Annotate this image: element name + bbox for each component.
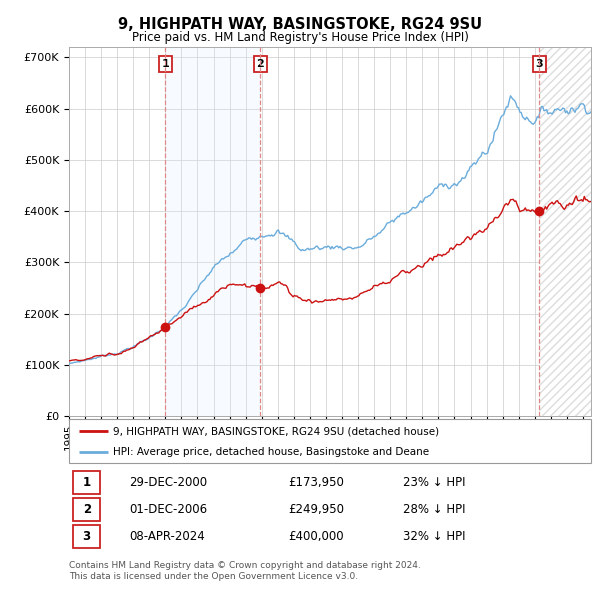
FancyBboxPatch shape xyxy=(73,497,100,522)
Text: 08-APR-2024: 08-APR-2024 xyxy=(129,530,205,543)
Text: HPI: Average price, detached house, Basingstoke and Deane: HPI: Average price, detached house, Basi… xyxy=(113,447,430,457)
Text: 3: 3 xyxy=(535,59,543,69)
Text: 29-DEC-2000: 29-DEC-2000 xyxy=(129,476,207,489)
Bar xyxy=(539,47,591,416)
FancyBboxPatch shape xyxy=(73,525,100,548)
Text: £400,000: £400,000 xyxy=(288,530,344,543)
Bar xyxy=(539,47,591,416)
FancyBboxPatch shape xyxy=(73,471,100,494)
Text: 23% ↓ HPI: 23% ↓ HPI xyxy=(403,476,466,489)
Text: 3: 3 xyxy=(83,530,91,543)
Text: 2: 2 xyxy=(83,503,91,516)
Text: 1: 1 xyxy=(83,476,91,489)
Text: Price paid vs. HM Land Registry's House Price Index (HPI): Price paid vs. HM Land Registry's House … xyxy=(131,31,469,44)
Text: 28% ↓ HPI: 28% ↓ HPI xyxy=(403,503,466,516)
Text: 2: 2 xyxy=(257,59,264,69)
Bar xyxy=(166,47,260,416)
Text: This data is licensed under the Open Government Licence v3.0.: This data is licensed under the Open Gov… xyxy=(69,572,358,581)
Text: £173,950: £173,950 xyxy=(288,476,344,489)
Text: 1: 1 xyxy=(161,59,169,69)
Text: 32% ↓ HPI: 32% ↓ HPI xyxy=(403,530,466,543)
Text: £249,950: £249,950 xyxy=(288,503,344,516)
Text: 9, HIGHPATH WAY, BASINGSTOKE, RG24 9SU (detached house): 9, HIGHPATH WAY, BASINGSTOKE, RG24 9SU (… xyxy=(113,427,439,436)
Text: Contains HM Land Registry data © Crown copyright and database right 2024.: Contains HM Land Registry data © Crown c… xyxy=(69,560,421,569)
Text: 9, HIGHPATH WAY, BASINGSTOKE, RG24 9SU: 9, HIGHPATH WAY, BASINGSTOKE, RG24 9SU xyxy=(118,17,482,31)
FancyBboxPatch shape xyxy=(69,419,591,463)
Text: 01-DEC-2006: 01-DEC-2006 xyxy=(129,503,207,516)
